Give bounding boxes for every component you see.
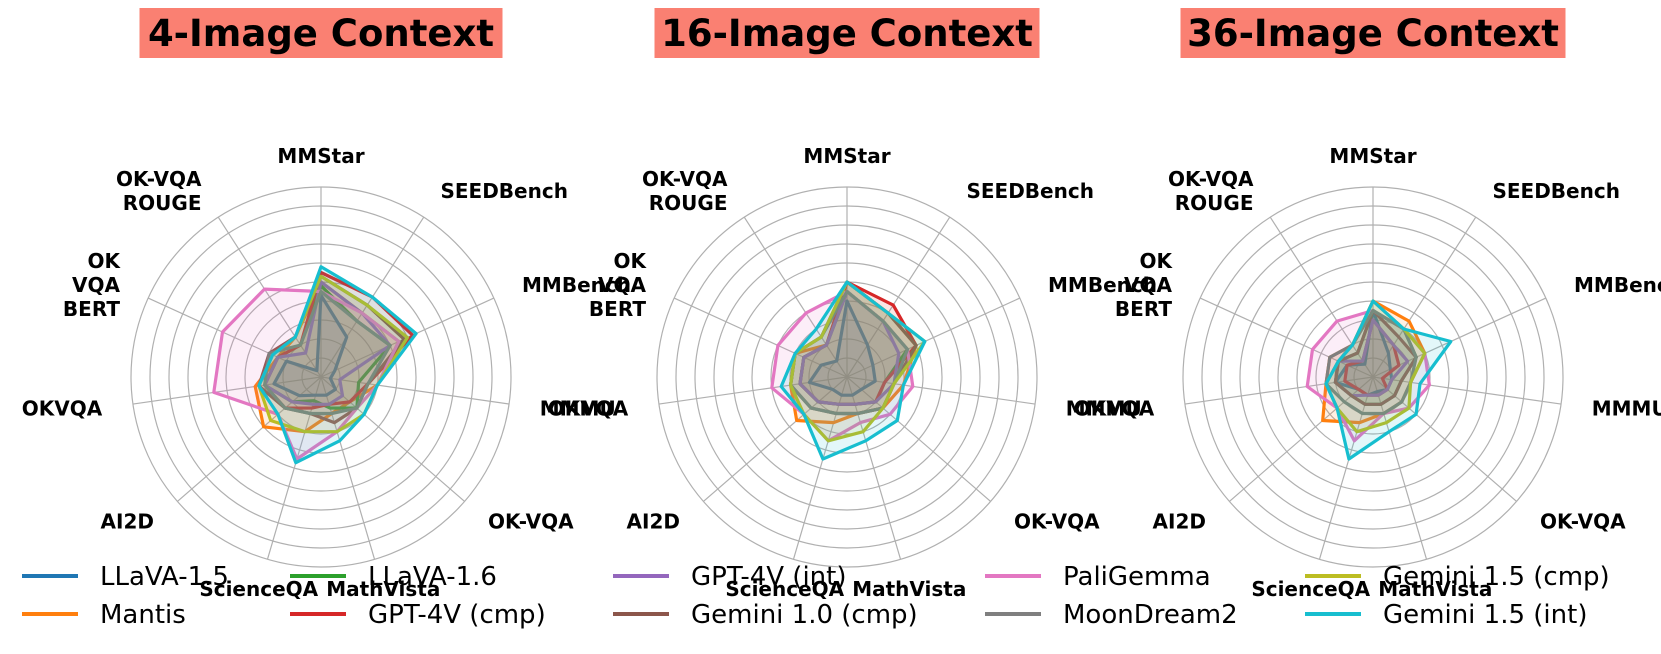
legend-item: Gemini 1.5 (int): [1305, 600, 1587, 630]
grid-spoke: [1372, 216, 1477, 378]
axis-label: AI2D: [1153, 510, 1206, 534]
grid-spoke: [846, 297, 1021, 378]
legend-item: PaliGemma: [985, 562, 1211, 592]
legend-label: Gemini 1.5 (int): [1383, 600, 1587, 630]
axis-label: MMStar: [277, 144, 364, 168]
radar-panel-3: 36-Image Context MMStar SEEDBench MMBench MM…: [1074, 8, 1661, 601]
grid-spoke: [846, 216, 951, 378]
grid-spoke: [320, 376, 465, 502]
axis-label: MMStar: [1329, 144, 1416, 168]
grid-spoke: [673, 297, 848, 378]
axis-label: OK-VQA: [488, 510, 574, 534]
radar-panel-1: 4-Image Context MMStar SEEDBench MMBench MMM…: [22, 8, 631, 601]
legend-label: Mantis: [100, 600, 186, 630]
axis-label: ScienceQA: [199, 577, 318, 601]
axis-label: ScienceQA: [725, 577, 844, 601]
legend-label: Gemini 1.0 (cmp): [691, 600, 918, 630]
panel-title: 16-Image Context: [661, 12, 1033, 55]
grid-spoke: [1372, 376, 1428, 560]
series-gemini-1-5-int: [257, 265, 418, 465]
grid-spoke: [1199, 297, 1374, 378]
axis-label: MMMU: [1592, 396, 1661, 420]
axis-label: AI2D: [627, 510, 680, 534]
legend-label: Gemini 1.5 (cmp): [1383, 562, 1610, 592]
series-moondream2: [1324, 308, 1418, 416]
legend-label: LLaVA-1.5: [100, 562, 229, 592]
grid-spoke: [1372, 376, 1562, 405]
grid-spoke: [658, 376, 848, 405]
grid-spoke: [177, 376, 322, 502]
axis-label: OK-VQA ROUGE: [642, 167, 728, 215]
axis-label: OK VQA BERT: [63, 249, 122, 321]
grid-spoke: [846, 376, 1036, 405]
axis-label: OK VQA BERT: [589, 249, 648, 321]
axis-label: SEEDBench: [966, 179, 1093, 203]
radar-panel-2: 16-Image Context MMStar SEEDBench MMBench MM…: [548, 8, 1157, 601]
axis-label: OKVQA: [22, 396, 103, 420]
legend-item: GPT-4V (int): [613, 562, 846, 592]
series-llava-1-5: [807, 299, 877, 397]
legend-label: GPT-4V (cmp): [368, 600, 546, 630]
legend-label: LLaVA-1.6: [368, 562, 497, 592]
grid-spoke: [1372, 297, 1547, 378]
axis-label: OK-VQA ROUGE: [116, 167, 202, 215]
series-gemini-1-5-int: [779, 280, 927, 461]
series-gemini-1-5-int: [1324, 299, 1453, 461]
grid-spoke: [743, 216, 848, 378]
axis-label: MathVista: [852, 577, 966, 601]
panel-title: 36-Image Context: [1187, 12, 1559, 55]
legend-item: Mantis: [22, 600, 186, 630]
series-gpt-4v-int: [798, 289, 901, 406]
legend-item: GPT-4V (cmp): [290, 600, 546, 630]
grid-spoke: [132, 376, 322, 405]
axis-label: OK-VQA: [1540, 510, 1626, 534]
axis-label: OKVQA: [1074, 396, 1155, 420]
grid-spoke: [792, 376, 848, 560]
axis-label: MathVista: [1378, 577, 1492, 601]
grid-spoke: [320, 376, 510, 405]
grid-spoke: [846, 376, 991, 502]
axis-label: OK VQA BERT: [1115, 249, 1174, 321]
grid-spoke: [1269, 216, 1374, 378]
axis-label: ScienceQA: [1251, 577, 1370, 601]
legend-label: GPT-4V (int): [691, 562, 846, 592]
axis-label: OKVQA: [548, 396, 629, 420]
axis-label: SEEDBench: [440, 179, 567, 203]
axis-label: OK-VQA ROUGE: [1168, 167, 1254, 215]
axis-label: MMMU: [540, 396, 616, 420]
panel-title-background: [139, 8, 503, 58]
series-paligemma: [212, 287, 401, 461]
axis-label: SEEDBench: [1492, 179, 1619, 203]
grid-spoke: [1318, 376, 1374, 560]
panel-title-background: [654, 8, 1040, 58]
legend: LLaVA-1.5 Mantis LLaVA-1.6 GPT-4V (cmp) GPT-…: [22, 562, 1610, 630]
grid-spoke: [1372, 376, 1517, 502]
grid-spoke: [1184, 376, 1374, 405]
axis-label: MMMU: [1066, 396, 1142, 420]
axis-label: MMBench: [522, 273, 631, 297]
grid-spoke: [1229, 376, 1374, 502]
legend-label: MoonDream2: [1063, 600, 1238, 630]
legend-label: PaliGemma: [1063, 562, 1211, 592]
grid-spoke: [217, 216, 322, 378]
legend-item: MoonDream2: [985, 600, 1238, 630]
grid-spoke: [703, 376, 848, 502]
axis-label: MMBench: [1048, 273, 1157, 297]
axis-label: MMBench: [1574, 273, 1661, 297]
legend-item: Gemini 1.0 (cmp): [613, 600, 918, 630]
series-llava-1-5: [272, 293, 349, 398]
panel-title-background: [1180, 8, 1566, 58]
axis-label: MMStar: [803, 144, 890, 168]
legend-item: LLaVA-1.5: [22, 562, 229, 592]
legend-item: LLaVA-1.6: [290, 562, 497, 592]
axis-label: MathVista: [326, 577, 440, 601]
axis-label: AI2D: [101, 510, 154, 534]
panel-title: 4-Image Context: [148, 12, 494, 55]
legend-item: Gemini 1.5 (cmp): [1305, 562, 1610, 592]
axis-label: OK-VQA: [1014, 510, 1100, 534]
grid-spoke: [846, 376, 902, 560]
